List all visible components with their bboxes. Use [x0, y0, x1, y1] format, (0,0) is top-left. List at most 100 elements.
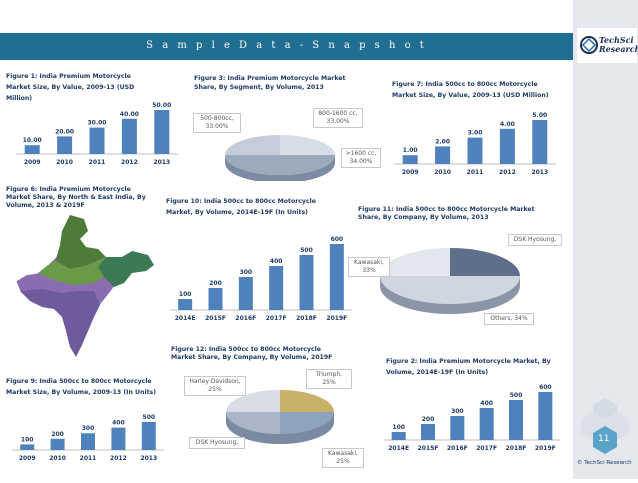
fig1-tick-label: 2012 [121, 159, 138, 166]
east-region [98, 251, 154, 287]
fig11-title: Figure 11: India 500cc to 800cc Motorcyc… [358, 206, 535, 221]
north-region [56, 215, 106, 269]
fig7-title: Figure 7: India 500cc to 800cc Motorcycl… [392, 81, 549, 99]
fig1-tick-label: 2013 [153, 159, 170, 166]
fig6-india-map [15, 214, 155, 358]
fig2-title: Figure 2: India Premium Motorcycle Marke… [386, 358, 551, 376]
fig1-data-label: 30.00 [88, 120, 107, 127]
fig9-tick-label: 2013 [140, 455, 157, 462]
fig10-tick-label: 2016F [235, 315, 256, 322]
fig10-bar [329, 244, 344, 310]
fig7-tick-label: 2010 [434, 169, 451, 176]
fig9-data-label: 400 [112, 420, 125, 427]
fig7-tick-label: 2009 [402, 169, 419, 176]
fig3-label-3: >1600 cc, 34.00% [341, 148, 381, 168]
fig7-bar [467, 137, 483, 164]
fig7-tick-label: 2013 [531, 169, 548, 176]
fig12-label-1: Harley Davidson, 25% [184, 376, 246, 396]
fig12-label-3: Kawasaki, 25% [322, 448, 364, 468]
fig10-chart: 100 2014E 200 2015F 300 2016F 400 2017F 500 2018F… [170, 236, 352, 322]
fig2-bar [450, 416, 465, 440]
fig7-data-label: 4.00 [500, 121, 515, 128]
fig9-bar [81, 433, 95, 450]
fig11-label-3: Others, 34% [484, 313, 534, 325]
fig3-pie [225, 135, 335, 181]
fig9-chart: 100 2009 200 2010 300 2011 400 2012 500 2013 [12, 414, 164, 462]
fig2-chart: 100 2014E 200 2015F 300 2016F 400 2017F 500 2018F… [384, 384, 560, 452]
fig12-label-4: DSK Hyosung, [189, 437, 245, 449]
fig10-bar [208, 288, 223, 310]
fig10-data-label: 200 [209, 280, 222, 287]
fig7-tick-label: 2011 [467, 169, 484, 176]
fig9-tick-label: 2010 [49, 455, 66, 462]
central-region [38, 257, 106, 285]
fig9-data-label: 500 [143, 414, 156, 421]
fig1-tick-label: 2010 [56, 159, 73, 166]
fig2-data-label: 500 [510, 392, 523, 399]
fig2-data-label: 300 [451, 408, 464, 415]
fig11-slice-dsk [450, 248, 520, 276]
fig10-tick-label: 2017F [266, 315, 287, 322]
fig2-data-label: 200 [422, 416, 435, 423]
fig11-label-1: Kawasaki, 33% [348, 257, 390, 277]
fig3-label-1: 500-800cc, 33.00% [193, 113, 241, 133]
fig3-pie-rim [225, 155, 335, 181]
fig9-bar [111, 427, 126, 450]
fig1-bar [57, 136, 73, 154]
fig1-tick-label: 2009 [24, 159, 41, 166]
fig2-data-label: 400 [480, 400, 493, 407]
fig9-data-label: 100 [21, 436, 34, 443]
fig9-title: Figure 9: India 500cc to 800cc Motorcycl… [6, 378, 157, 396]
logo-line1: TechSci [599, 35, 634, 45]
fig12-slice-harley [226, 390, 280, 412]
fig2-tick-label: 2014E [388, 445, 409, 452]
page-number-hex [593, 426, 617, 454]
fig10-data-label: 100 [179, 291, 192, 298]
fig7-bar [499, 128, 515, 164]
copyright: © TechSci Research [577, 460, 632, 466]
fig12-slice-dsk [226, 412, 280, 434]
fig1-bar [24, 145, 40, 154]
fig12-label-2: Triumph, 25% [306, 369, 352, 389]
fig10-tick-label: 2015F [205, 315, 226, 322]
fig1-bar [154, 110, 170, 154]
fig11-slice-kawasaki [380, 248, 450, 276]
fig10-tick-label: 2014E [175, 315, 196, 322]
fig10-data-label: 400 [270, 258, 283, 265]
fig12-slice-kawasaki [280, 412, 334, 434]
fig11-slice-others [380, 276, 520, 304]
fig7-bar [532, 120, 548, 164]
fig7-data-label: 5.00 [532, 112, 547, 119]
fig2-data-label: 600 [539, 384, 552, 391]
fig10-bar [299, 255, 314, 310]
fig1-chart: 10.00 2009 20.00 2010 30.00 2011 40.00 2012 50.0… [16, 102, 178, 166]
fig7-bar [435, 146, 451, 164]
fig10-bar [238, 277, 253, 310]
fig1-data-label: 50.00 [152, 102, 171, 109]
fig9-bar [20, 444, 35, 450]
fig3-slice-800-1600 [280, 135, 335, 155]
fig1-bar [121, 118, 137, 154]
fig1-title: Figure 1: India Premium Motorcycle Marke… [6, 73, 135, 102]
fig7-data-label: 2.00 [435, 138, 450, 145]
fig9-tick-label: 2011 [80, 455, 97, 462]
fig6-title: Figure 6: India Premium Motorcycle Marke… [6, 186, 146, 209]
fig9-bar [50, 438, 65, 450]
fig7-chart: 1.00 2009 2.00 2010 3.00 2011 4.00 2012 5.00 2013 [394, 112, 556, 176]
side-pattern [581, 398, 629, 454]
fig2-tick-label: 2017F [476, 445, 497, 452]
fig2-tick-label: 2018F [506, 445, 527, 452]
fig3-slice-1600 [225, 155, 335, 175]
fig2-bar [509, 400, 523, 440]
fig12-slice-triumph [280, 390, 334, 412]
fig10-title: Figure 10: India 500cc to 800cc Motorcyc… [166, 198, 316, 216]
fig3-slice-500-800 [225, 135, 280, 155]
fig2-bar [538, 392, 553, 440]
fig1-data-label: 20.00 [55, 128, 74, 135]
fig10-tick-label: 2018F [296, 315, 317, 322]
fig2-data-label: 100 [392, 424, 405, 431]
fig10-data-label: 300 [240, 269, 253, 276]
fig1-data-label: 40.00 [120, 111, 139, 118]
fig10-bar [178, 299, 193, 310]
fig10-tick-label: 2019F [326, 315, 347, 322]
